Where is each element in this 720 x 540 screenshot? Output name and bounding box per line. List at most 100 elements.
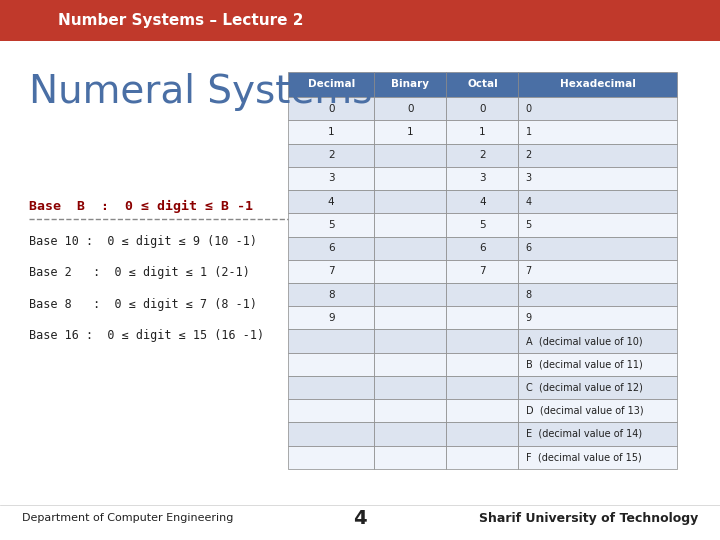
Text: 7: 7 bbox=[328, 266, 335, 276]
Text: Base  B  :  0 ≤ digit ≤ B -1: Base B : 0 ≤ digit ≤ B -1 bbox=[29, 200, 253, 213]
FancyBboxPatch shape bbox=[446, 72, 518, 97]
FancyBboxPatch shape bbox=[446, 97, 518, 120]
FancyBboxPatch shape bbox=[288, 446, 374, 469]
FancyBboxPatch shape bbox=[374, 446, 446, 469]
FancyBboxPatch shape bbox=[446, 353, 518, 376]
FancyBboxPatch shape bbox=[518, 399, 677, 422]
FancyBboxPatch shape bbox=[288, 306, 374, 329]
Text: 0: 0 bbox=[328, 104, 335, 114]
FancyBboxPatch shape bbox=[288, 260, 374, 283]
Text: 4: 4 bbox=[526, 197, 532, 207]
Text: 9: 9 bbox=[526, 313, 532, 323]
FancyBboxPatch shape bbox=[374, 213, 446, 237]
FancyBboxPatch shape bbox=[518, 190, 677, 213]
Text: Base 10 :  0 ≤ digit ≤ 9 (10 -1): Base 10 : 0 ≤ digit ≤ 9 (10 -1) bbox=[29, 235, 257, 248]
Text: A  (decimal value of 10): A (decimal value of 10) bbox=[526, 336, 642, 346]
FancyBboxPatch shape bbox=[446, 120, 518, 144]
FancyBboxPatch shape bbox=[446, 283, 518, 306]
FancyBboxPatch shape bbox=[518, 422, 677, 446]
FancyBboxPatch shape bbox=[288, 144, 374, 167]
Text: 6: 6 bbox=[479, 243, 486, 253]
Text: F  (decimal value of 15): F (decimal value of 15) bbox=[526, 452, 642, 462]
Text: 8: 8 bbox=[328, 289, 335, 300]
Text: 5: 5 bbox=[479, 220, 486, 230]
FancyBboxPatch shape bbox=[374, 190, 446, 213]
FancyBboxPatch shape bbox=[446, 144, 518, 167]
FancyBboxPatch shape bbox=[374, 399, 446, 422]
Text: 0: 0 bbox=[407, 104, 414, 114]
Text: Base 8   :  0 ≤ digit ≤ 7 (8 -1): Base 8 : 0 ≤ digit ≤ 7 (8 -1) bbox=[29, 298, 257, 310]
FancyBboxPatch shape bbox=[518, 376, 677, 399]
FancyBboxPatch shape bbox=[288, 353, 374, 376]
FancyBboxPatch shape bbox=[518, 120, 677, 144]
Text: 2: 2 bbox=[526, 150, 532, 160]
Text: 3: 3 bbox=[479, 173, 486, 184]
FancyBboxPatch shape bbox=[518, 213, 677, 237]
FancyBboxPatch shape bbox=[374, 306, 446, 329]
FancyBboxPatch shape bbox=[518, 72, 677, 97]
FancyBboxPatch shape bbox=[518, 283, 677, 306]
Text: 1: 1 bbox=[526, 127, 532, 137]
FancyBboxPatch shape bbox=[374, 422, 446, 446]
Text: 7: 7 bbox=[526, 266, 532, 276]
FancyBboxPatch shape bbox=[374, 144, 446, 167]
FancyBboxPatch shape bbox=[374, 353, 446, 376]
Text: 5: 5 bbox=[328, 220, 335, 230]
FancyBboxPatch shape bbox=[446, 190, 518, 213]
FancyBboxPatch shape bbox=[374, 260, 446, 283]
Text: C  (decimal value of 12): C (decimal value of 12) bbox=[526, 382, 642, 393]
Text: 1: 1 bbox=[407, 127, 414, 137]
FancyBboxPatch shape bbox=[518, 353, 677, 376]
FancyBboxPatch shape bbox=[288, 72, 374, 97]
Text: Binary: Binary bbox=[392, 79, 429, 90]
Text: Octal: Octal bbox=[467, 79, 498, 90]
Text: Hexadecimal: Hexadecimal bbox=[559, 79, 636, 90]
FancyBboxPatch shape bbox=[288, 283, 374, 306]
FancyBboxPatch shape bbox=[518, 306, 677, 329]
FancyBboxPatch shape bbox=[0, 0, 720, 40]
FancyBboxPatch shape bbox=[374, 97, 446, 120]
FancyBboxPatch shape bbox=[446, 237, 518, 260]
FancyBboxPatch shape bbox=[288, 237, 374, 260]
FancyBboxPatch shape bbox=[288, 329, 374, 353]
Text: Sharif University of Technology: Sharif University of Technology bbox=[479, 512, 698, 525]
FancyBboxPatch shape bbox=[446, 446, 518, 469]
FancyBboxPatch shape bbox=[288, 120, 374, 144]
Text: 3: 3 bbox=[526, 173, 532, 184]
FancyBboxPatch shape bbox=[288, 376, 374, 399]
FancyBboxPatch shape bbox=[446, 167, 518, 190]
Text: 3: 3 bbox=[328, 173, 335, 184]
Text: 1: 1 bbox=[479, 127, 486, 137]
FancyBboxPatch shape bbox=[446, 260, 518, 283]
Text: 4: 4 bbox=[479, 197, 486, 207]
FancyBboxPatch shape bbox=[288, 399, 374, 422]
FancyBboxPatch shape bbox=[518, 329, 677, 353]
Text: Numeral Systems: Numeral Systems bbox=[29, 73, 372, 111]
Text: 6: 6 bbox=[526, 243, 532, 253]
FancyBboxPatch shape bbox=[518, 446, 677, 469]
Text: 5: 5 bbox=[526, 220, 532, 230]
Text: 9: 9 bbox=[328, 313, 335, 323]
Text: Department of Computer Engineering: Department of Computer Engineering bbox=[22, 514, 233, 523]
FancyBboxPatch shape bbox=[374, 283, 446, 306]
Text: 4: 4 bbox=[328, 197, 335, 207]
Text: Base 16 :  0 ≤ digit ≤ 15 (16 -1): Base 16 : 0 ≤ digit ≤ 15 (16 -1) bbox=[29, 329, 264, 342]
Text: Number Systems – Lecture 2: Number Systems – Lecture 2 bbox=[58, 13, 303, 28]
Text: 2: 2 bbox=[479, 150, 486, 160]
FancyBboxPatch shape bbox=[374, 329, 446, 353]
FancyBboxPatch shape bbox=[446, 213, 518, 237]
FancyBboxPatch shape bbox=[518, 260, 677, 283]
FancyBboxPatch shape bbox=[288, 213, 374, 237]
FancyBboxPatch shape bbox=[518, 144, 677, 167]
FancyBboxPatch shape bbox=[288, 97, 374, 120]
FancyBboxPatch shape bbox=[518, 167, 677, 190]
FancyBboxPatch shape bbox=[446, 329, 518, 353]
FancyBboxPatch shape bbox=[288, 422, 374, 446]
Text: 0: 0 bbox=[479, 104, 486, 114]
Text: 7: 7 bbox=[479, 266, 486, 276]
FancyBboxPatch shape bbox=[374, 167, 446, 190]
FancyBboxPatch shape bbox=[374, 376, 446, 399]
FancyBboxPatch shape bbox=[374, 237, 446, 260]
Text: E  (decimal value of 14): E (decimal value of 14) bbox=[526, 429, 642, 439]
Text: Decimal: Decimal bbox=[307, 79, 355, 90]
